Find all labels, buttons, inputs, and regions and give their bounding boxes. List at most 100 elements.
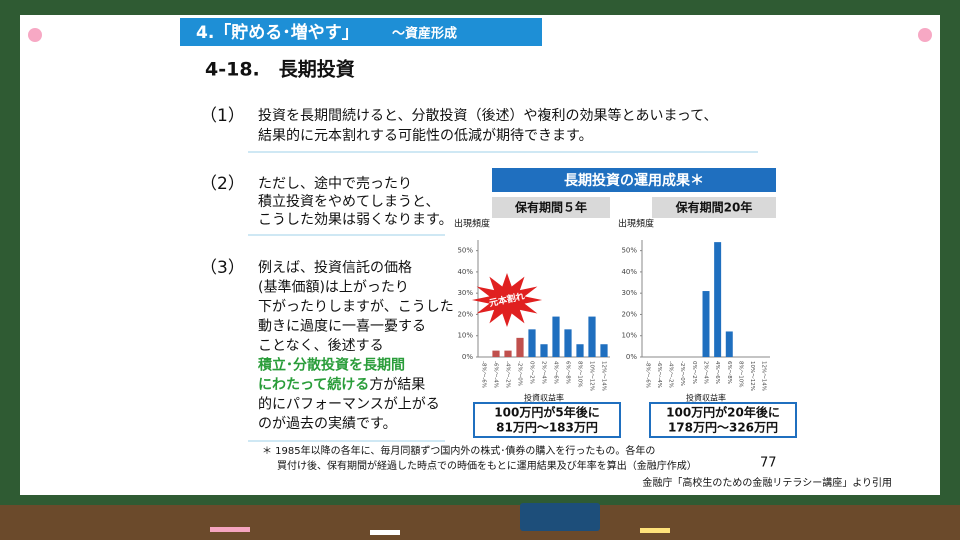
- bar: [576, 344, 584, 357]
- y-tick-label: 20%: [457, 310, 473, 318]
- footnote: ＊ 1985年以降の各年に、毎月同額ずつ国内外の株式･債券の購入を行ったもの。各…: [262, 444, 655, 457]
- x-tick-label: -2%～0%: [517, 361, 523, 386]
- footnote: 買付け後、保有期間が経過した時点での時価をもとに運用結果及び年率を算出（金融庁作…: [277, 459, 697, 472]
- x-tick-label: 12%～14%: [761, 361, 767, 391]
- chalk: [210, 527, 250, 532]
- text-span: 結果的に元本割れする可能性の低減が期待できます。: [258, 127, 593, 144]
- text-span: 下がったりしますが、こうした: [258, 299, 454, 315]
- y-tick-label: 50%: [621, 247, 637, 255]
- x-tick-label: 2%～4%: [703, 361, 709, 384]
- bar: [702, 291, 710, 357]
- text-span: こうした効果は弱くなります。: [258, 212, 453, 228]
- y-axis-label: 出現頻度: [454, 218, 490, 230]
- text-span: のが過去の実績です。: [258, 416, 397, 432]
- note-box: [473, 402, 621, 438]
- item-line: のが過去の実績です。: [258, 416, 397, 432]
- chalk: [370, 530, 400, 535]
- x-tick-label: 8%～10%: [737, 361, 743, 387]
- item-line: 投資を長期間続けると、分散投資（後述）や複利の効果等とあいまって、: [258, 107, 717, 124]
- note-box: [649, 402, 797, 438]
- y-axis-label: 出現頻度: [618, 218, 654, 230]
- y-tick-label: 40%: [621, 268, 637, 276]
- item-number: （3）: [200, 258, 245, 278]
- item-line: ただし、途中で売ったり: [258, 175, 412, 192]
- highlight-text: 積立･分散投資を長期間: [257, 357, 405, 374]
- bar: [714, 242, 722, 357]
- x-tick-label: 10%～12%: [749, 361, 755, 391]
- chalk: [640, 528, 670, 533]
- y-tick-label: 30%: [621, 289, 637, 297]
- chalk-tray: [0, 505, 960, 540]
- item-line: ことなく、後述する: [258, 338, 384, 354]
- bar: [540, 344, 548, 357]
- subtitle-bar: [652, 197, 776, 218]
- text-span: 動きに過度に一喜一憂する: [258, 319, 426, 335]
- text-span: ことなく、後述する: [258, 338, 384, 354]
- pin: [28, 28, 42, 42]
- item-line: 的にパフォーマンスが上がる: [258, 397, 440, 413]
- header-bar: [180, 18, 542, 46]
- item-line: 例えば、投資信託の価格: [258, 260, 412, 276]
- x-tick-label: -6%～-4%: [493, 361, 499, 388]
- text-span: 方が結果: [369, 377, 425, 393]
- header-subsection: ～資産形成: [392, 26, 457, 42]
- note-line: 100万円が5年後に: [494, 405, 599, 420]
- note-line: 81万円～183万円: [496, 421, 598, 435]
- item-number: （1）: [200, 106, 245, 126]
- text-span: 例えば、投資信託の価格: [258, 260, 412, 276]
- x-tick-label: -8%～-6%: [644, 361, 650, 388]
- x-tick-label: 4%～6%: [714, 361, 720, 384]
- header-section: 4.「貯める･増やす」: [196, 22, 359, 43]
- item-line: 下がったりしますが、こうした: [258, 299, 454, 315]
- slide-title: 4-18. 長期投資: [205, 58, 355, 81]
- bar: [600, 344, 608, 357]
- y-tick-label: 0%: [626, 353, 637, 361]
- item-number: （2）: [200, 174, 245, 194]
- text-span: 積立投資をやめてしまうと、: [258, 194, 439, 210]
- item-line: 結果的に元本割れする可能性の低減が期待できます。: [258, 127, 593, 144]
- y-tick-label: 10%: [621, 332, 637, 340]
- y-tick-label: 30%: [457, 289, 473, 297]
- item-line: (基準価額)は上がったり: [258, 279, 409, 296]
- bar: [552, 316, 560, 357]
- item-line: こうした効果は弱くなります。: [258, 212, 453, 228]
- item-line: にわたって続ける方が結果: [258, 376, 425, 393]
- bar: [516, 337, 524, 357]
- x-tick-label: -4%～-2%: [668, 361, 674, 388]
- chart-subtitle: 保有期間20年: [675, 200, 753, 215]
- x-tick-label: 2%～4%: [541, 361, 547, 384]
- y-tick-label: 40%: [457, 268, 473, 276]
- y-tick-label: 0%: [462, 353, 473, 361]
- y-tick-label: 10%: [457, 332, 473, 340]
- starburst: [471, 273, 543, 327]
- item-line: 積立投資をやめてしまうと、: [258, 194, 439, 210]
- page-number: 77: [760, 456, 777, 471]
- eraser: [520, 503, 600, 531]
- note-line: 100万円が20年後に: [666, 405, 780, 420]
- panel-title-bar: [492, 168, 776, 192]
- x-axis-label: 投資収益率: [686, 393, 726, 403]
- pin: [918, 28, 932, 42]
- x-tick-label: 4%～6%: [553, 361, 559, 384]
- text-span: 的にパフォーマンスが上がる: [258, 397, 440, 413]
- panel-title: 長期投資の運用成果＊: [564, 172, 704, 189]
- bar: [588, 316, 596, 357]
- chart-subtitle: 保有期間５年: [514, 200, 587, 215]
- text-span: (基準価額)は上がったり: [258, 279, 409, 296]
- bar: [492, 350, 500, 357]
- x-axis-label: 投資収益率: [524, 393, 564, 403]
- x-tick-label: -8%～-6%: [481, 361, 487, 388]
- bar: [504, 350, 512, 357]
- text-span: ただし、途中で売ったり: [258, 175, 412, 192]
- item-line: 動きに過度に一喜一憂する: [258, 319, 426, 335]
- x-tick-label: 0%～2%: [529, 361, 535, 384]
- item-line: 積立･分散投資を長期間: [257, 357, 405, 374]
- x-tick-label: 6%～8%: [565, 361, 571, 384]
- y-tick-label: 20%: [621, 310, 637, 318]
- note-line: 178万円～326万円: [668, 421, 778, 435]
- x-tick-label: -4%～-2%: [505, 361, 511, 388]
- x-tick-label: 10%～12%: [589, 361, 595, 391]
- x-tick-label: 0%～2%: [691, 361, 697, 384]
